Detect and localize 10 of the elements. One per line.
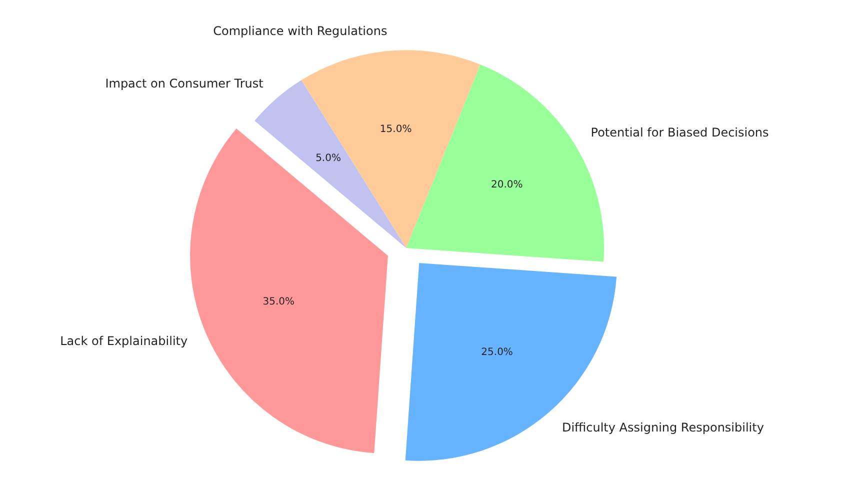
data-label: 20.0%	[490, 180, 523, 191]
data-label: 5.0%	[316, 152, 341, 164]
slice-label: Potential for Biased Decisions	[590, 126, 769, 140]
data-label: 35.0%	[262, 296, 295, 308]
data-label: 25.0%	[481, 347, 513, 358]
data-label: 15.0%	[380, 124, 412, 136]
slice-label: Difficulty Assigning Responsibility	[562, 420, 764, 434]
slice-label: Compliance with Regulations	[213, 24, 388, 38]
slice-label: Impact on Consumer Trust	[105, 76, 264, 91]
slice-label: Lack of Explainability	[60, 334, 188, 348]
